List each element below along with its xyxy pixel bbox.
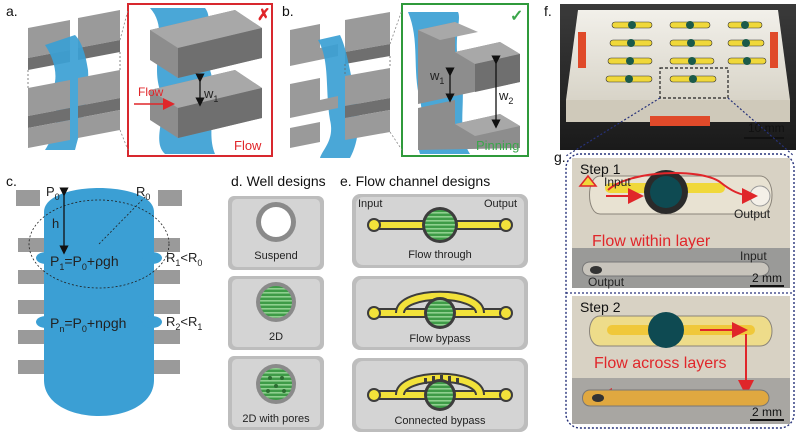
channel-connected-bypass: Connected bypass [352, 358, 528, 432]
channel-flow-through: Input Output Flow through [352, 194, 528, 268]
panel-a-mark: ✗ [257, 7, 270, 24]
panel-g-letter: g. [554, 149, 566, 165]
panel-b-w2: w2 [498, 88, 513, 106]
panel-a-flow-label: Flow [138, 85, 164, 99]
panel-g-step1-input: Input [604, 175, 631, 189]
panel-b-letter: b. [282, 3, 294, 19]
panel-f: f. 10 mm [544, 3, 796, 150]
panel-c-eq1: P1=P0+ρgh [50, 253, 119, 272]
panel-f-scale: 10 mm [748, 121, 785, 135]
panel-g-step1-caption: Flow within layer [592, 233, 711, 250]
panel-d-title: d. Well designs [231, 173, 326, 189]
panel-b-w1: w1 [429, 68, 444, 86]
channel-flow-bypass: Flow bypass [352, 276, 528, 350]
panel-c-h: h [52, 216, 59, 231]
panel-a-w1: w1 [203, 86, 218, 104]
panel-g-scale1: 2 mm [752, 271, 782, 285]
panel-a-letter: a. [6, 3, 18, 19]
panel-e-title: e. Flow channel designs [340, 173, 490, 189]
well-2d-label: 2D [269, 331, 283, 343]
channel-input-label: Input [358, 198, 382, 210]
panel-g-frame [565, 153, 795, 429]
panel-a: a. w1 Flow ✗ [6, 3, 273, 157]
panel-c-r2r1: R2<R1 [166, 314, 202, 332]
panel-b-stack [290, 12, 391, 158]
panel-c-letter: c. [6, 173, 17, 189]
panel-g-step1-output: Output [734, 207, 771, 221]
panel-g-scale2: 2 mm [752, 405, 782, 419]
panel-c-eqn: Pn=P0+nρgh [50, 315, 126, 334]
panel-c-r0: R0 [136, 184, 150, 202]
panel-d: d. Well designs Suspend 2D [228, 173, 326, 430]
panel-b-caption: Pinning [476, 138, 519, 153]
panel-g-step1-output2: Output [588, 275, 625, 289]
panel-a-caption: Flow [234, 138, 262, 153]
channel-connected-bypass-label: Connected bypass [394, 415, 486, 427]
well-suspend-label: Suspend [254, 250, 297, 262]
channel-flow-bypass-label: Flow bypass [409, 333, 471, 345]
panel-b-mark: ✓ [510, 8, 523, 25]
well-suspend: Suspend [228, 196, 324, 270]
panel-g-step1-input2: Input [740, 249, 767, 263]
panel-c-p0: P0 [46, 184, 60, 202]
panel-c-r1r0: R1<R0 [166, 250, 202, 268]
panel-e: e. Flow channel designs Input Output Flo… [340, 173, 528, 432]
panel-g-step1: Step 1 [580, 161, 621, 177]
channel-flow-through-label: Flow through [408, 249, 472, 261]
panel-f-letter: f. [544, 3, 552, 19]
panel-a-stack [27, 10, 121, 150]
panel-c-fluid [44, 188, 154, 416]
panel-c: c. h P0 R0 P1=P0+ρgh R1<R0 Pn=P0+nρgh R2… [6, 173, 202, 416]
well-2d-pores: 2D with pores [228, 356, 324, 430]
channel-output-label: Output [484, 198, 517, 210]
panel-b: b. w1 w2 ✓ Pinning [282, 3, 529, 158]
panel-g-step2: Step 2 [580, 299, 621, 315]
panel-g-step2-caption: Flow across layers [594, 355, 726, 372]
well-2d-pores-label: 2D with pores [242, 413, 310, 425]
panel-g: g. Step 1 Input Output Flow within layer… [554, 97, 795, 429]
well-2d: 2D [228, 276, 324, 350]
